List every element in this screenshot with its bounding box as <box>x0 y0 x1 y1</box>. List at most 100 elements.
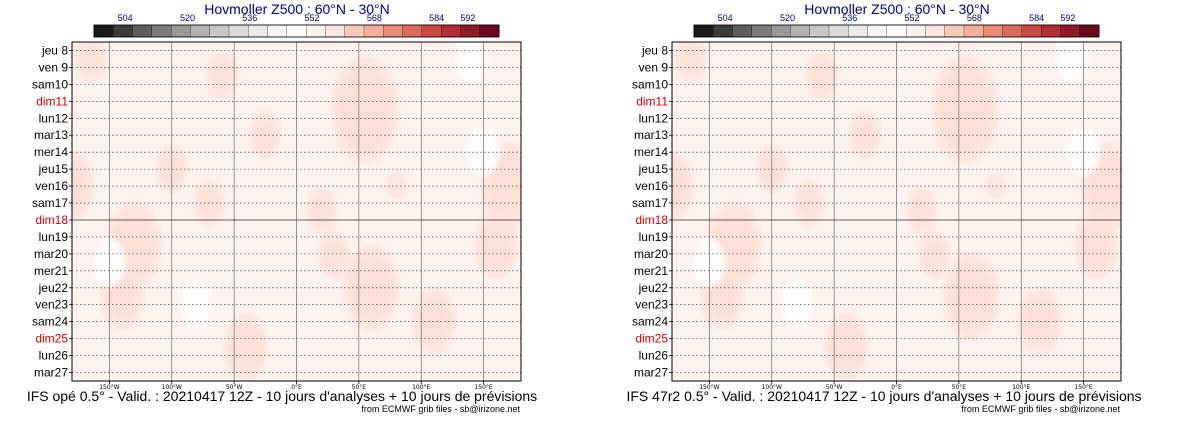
contour-blob <box>824 313 869 381</box>
contour-blob <box>674 42 707 83</box>
colorbar-swatch <box>363 24 384 38</box>
colorbar-swatch <box>963 24 984 38</box>
colorbar-swatch <box>248 24 269 38</box>
colorbar-swatch <box>228 24 249 38</box>
lon-label: 100°E <box>1012 384 1030 391</box>
day-label: jeu22 <box>38 281 69 295</box>
contour-blob <box>943 252 1000 341</box>
day-label: ven 9 <box>639 60 669 74</box>
lon-label: 150°W <box>699 384 719 391</box>
day-label: sam10 <box>32 77 68 91</box>
day-label: jeu22 <box>638 281 669 295</box>
plot-area: jeu 8 ven 9 sam10 dim11 lun12 mar13 mer14 jeu15… <box>32 41 522 391</box>
day-label: lun26 <box>39 349 69 363</box>
day-label-sunday: dim25 <box>35 332 68 346</box>
colorbar-swatch <box>113 24 134 38</box>
colorbar-swatch <box>1002 24 1023 38</box>
day-label: lun19 <box>39 230 69 244</box>
colorbar-tick-label: 592 <box>460 13 475 23</box>
data-credit: from ECMWF grib files - sb@irizone.net <box>961 404 1120 414</box>
day-label: ven16 <box>35 179 68 193</box>
colorbar-swatch <box>440 24 461 38</box>
colorbar-swatch <box>770 24 791 38</box>
day-label-sunday: dim11 <box>36 94 68 108</box>
day-label: lun12 <box>639 111 669 125</box>
colorbar-swatch <box>209 24 230 38</box>
chart-footer: IFS opé 0.5° - Valid. : 20210417 12Z - 1… <box>27 388 537 404</box>
colorbar-swatch <box>190 24 211 38</box>
colorbar-tick-label: 536 <box>842 13 857 23</box>
lon-label: 150°E <box>1074 384 1092 391</box>
colorbar-swatch <box>1040 24 1061 38</box>
day-label: mar20 <box>34 247 68 261</box>
contour-blob <box>317 229 350 278</box>
contour-blob <box>474 211 519 280</box>
contour-blob <box>1074 211 1119 280</box>
plot-frame <box>671 41 1122 382</box>
colorbar-swatch <box>925 24 946 38</box>
colorbar-swatch <box>267 24 288 38</box>
contour-blob <box>305 187 338 236</box>
colorbar-tick-label: 568 <box>367 13 382 23</box>
colorbar-swatch <box>713 24 734 38</box>
colorbar-swatch <box>460 24 481 38</box>
day-label: mar20 <box>634 247 668 261</box>
day-label: ven23 <box>635 298 668 312</box>
colorbar-tick-label: 584 <box>429 13 444 23</box>
chart-title: Hovmoller Z500 : 60°N - 30°N <box>204 1 390 17</box>
hovmoller-chart: Hovmoller Z500 : 60°N - 30°N 504 520 536 55… <box>626 1 1141 414</box>
day-label: mar27 <box>634 366 668 380</box>
colorbar-swatch <box>905 24 926 38</box>
colorbar-swatch <box>421 24 442 38</box>
lon-label: 100°W <box>762 384 782 391</box>
colorbar-tick-label: 568 <box>967 13 982 23</box>
day-label: ven16 <box>635 179 668 193</box>
day-label: sam17 <box>632 196 668 210</box>
day-label: lun19 <box>639 230 669 244</box>
colorbar-swatch <box>983 24 1004 38</box>
data-credit: from ECMWF grib files - sb@irizone.net <box>361 404 520 414</box>
lon-label: 50°W <box>226 384 243 391</box>
chart-footer: IFS 47r2 0.5° - Valid. : 20210417 12Z - … <box>626 388 1141 404</box>
colorbar-tick-label: 536 <box>242 13 257 23</box>
colorbar-swatch <box>151 24 172 38</box>
contour-blob <box>905 187 938 236</box>
colorbar-tick-label: 592 <box>1060 13 1075 23</box>
day-label: mer21 <box>34 264 68 278</box>
hovmoller-chart: Hovmoller Z500 : 60°N - 30°N 504 520 536 55… <box>27 1 537 414</box>
day-label: ven23 <box>35 298 68 312</box>
colorbar-tick-label: 552 <box>905 13 920 23</box>
lon-label: 100°W <box>162 384 182 391</box>
lon-label: 50°E <box>952 384 967 391</box>
colorbar-swatch <box>305 24 326 38</box>
colorbar-tick-label: 504 <box>718 13 733 23</box>
colorbar-swatch <box>848 24 869 38</box>
colorbar-tick-label: 552 <box>305 13 320 23</box>
colorbar-swatch <box>132 24 153 38</box>
day-label: mar13 <box>34 128 68 142</box>
hovmoller-panel-ifs-47r2: Hovmoller Z500 : 60°N - 30°N 504 520 536 55… <box>600 0 1200 424</box>
colorbar-swatch <box>828 24 849 38</box>
colorbar-tick-label: 520 <box>780 13 795 23</box>
colorbar-swatch <box>1021 24 1042 38</box>
contour-blob <box>1055 42 1088 83</box>
colorbar-swatch <box>751 24 772 38</box>
colorbar-swatch <box>286 24 307 38</box>
plot-frame <box>71 41 522 382</box>
contour-blob <box>931 55 1000 164</box>
day-label: lun26 <box>639 349 669 363</box>
lon-label: 0°E <box>291 384 302 391</box>
colorbar-swatch <box>170 24 191 38</box>
colorbar-swatch <box>693 24 714 38</box>
day-label: sam24 <box>32 315 68 329</box>
day-label: sam17 <box>32 196 68 210</box>
day-label: lun12 <box>39 111 69 125</box>
colorbar-tick-label: 520 <box>180 13 195 23</box>
colorbar-swatch <box>732 24 753 38</box>
colorbar: 504 520 536 552 568 584 592 <box>693 13 1100 38</box>
colorbar-swatch <box>944 24 965 38</box>
colorbar-tick-label: 504 <box>118 13 133 23</box>
colorbar-swatch <box>790 24 811 38</box>
day-label: jeu15 <box>38 162 69 176</box>
contour-blob <box>805 51 838 100</box>
